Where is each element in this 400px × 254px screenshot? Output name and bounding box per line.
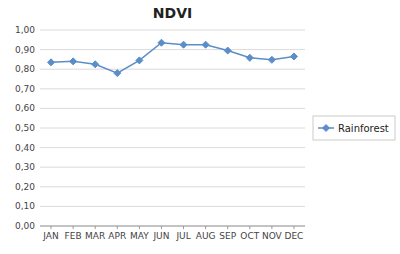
legend-label: Rainforest bbox=[338, 123, 389, 134]
y-tick-label: 0,50 bbox=[15, 123, 35, 133]
marker bbox=[224, 47, 231, 54]
y-tick-label: 0,20 bbox=[15, 182, 35, 192]
legend-marker bbox=[323, 125, 330, 132]
x-tick-label: SEP bbox=[219, 231, 236, 241]
grid-line bbox=[40, 206, 305, 207]
x-tick bbox=[161, 226, 162, 229]
marker bbox=[268, 56, 275, 63]
marker bbox=[136, 57, 143, 64]
x-tick bbox=[51, 226, 52, 229]
grid-line bbox=[40, 88, 305, 89]
chart: NDVI 0,00 0,10 0,20 0,30 0,40 0,50 0,60 0,70 0,80… bbox=[0, 0, 400, 254]
y-tick-label: 0,70 bbox=[15, 84, 35, 94]
y-tick-label: 1,00 bbox=[15, 25, 35, 35]
marker bbox=[114, 70, 121, 77]
x-tick bbox=[95, 226, 96, 229]
x-tick bbox=[73, 226, 74, 229]
marks bbox=[48, 39, 298, 76]
x-axis bbox=[40, 226, 305, 227]
x-tick bbox=[249, 226, 250, 229]
grid-line bbox=[40, 147, 305, 148]
y-tick-label: 0,90 bbox=[15, 45, 35, 55]
marker bbox=[180, 41, 187, 48]
y-tick-label: 0,10 bbox=[15, 201, 35, 211]
marker bbox=[202, 41, 209, 48]
grid-line bbox=[40, 128, 305, 129]
legend: Rainforest bbox=[313, 116, 395, 140]
grid-line bbox=[40, 226, 305, 227]
line bbox=[51, 43, 294, 73]
x-tick-label: FEB bbox=[65, 231, 82, 241]
marker bbox=[246, 54, 253, 61]
x-tick-label: DEC bbox=[285, 231, 304, 241]
x-tick-label: APR bbox=[108, 231, 126, 241]
legend-box bbox=[313, 116, 395, 140]
y-tick-label: 0,00 bbox=[15, 221, 35, 231]
y-tick-label: 0,40 bbox=[15, 143, 35, 153]
grid-line bbox=[40, 69, 305, 70]
x-tick-label: OCT bbox=[240, 231, 259, 241]
x-tick-label: MAR bbox=[85, 231, 105, 241]
y-tick-label: 0,30 bbox=[15, 162, 35, 172]
marker bbox=[48, 59, 55, 66]
x-tick bbox=[227, 226, 228, 229]
marker bbox=[290, 53, 297, 60]
x-tick-label: JAN bbox=[42, 231, 58, 241]
x-tick-label: NOV bbox=[262, 231, 283, 241]
x-tick bbox=[183, 226, 184, 229]
title: NDVI bbox=[153, 5, 192, 21]
y-tick-label: 0,80 bbox=[15, 64, 35, 74]
y-tick-label: 0,60 bbox=[15, 103, 35, 113]
x-tick-label: JUN bbox=[152, 231, 169, 241]
grid-line bbox=[40, 186, 305, 187]
marker bbox=[92, 61, 99, 68]
marker bbox=[158, 39, 165, 46]
marker bbox=[70, 58, 77, 65]
x-tick-label: JUL bbox=[175, 231, 190, 241]
grid-line bbox=[40, 30, 305, 31]
x-tick-label: AUG bbox=[196, 231, 216, 241]
grid bbox=[40, 30, 305, 226]
x-tick bbox=[205, 226, 206, 229]
grid-line bbox=[40, 108, 305, 109]
grid-line bbox=[40, 167, 305, 168]
x-tick bbox=[271, 226, 272, 229]
x-tick bbox=[139, 226, 140, 229]
x-tick bbox=[117, 226, 118, 229]
grid-line bbox=[40, 49, 305, 50]
x-tick bbox=[293, 226, 294, 229]
x-tick-label: MAY bbox=[130, 231, 149, 241]
